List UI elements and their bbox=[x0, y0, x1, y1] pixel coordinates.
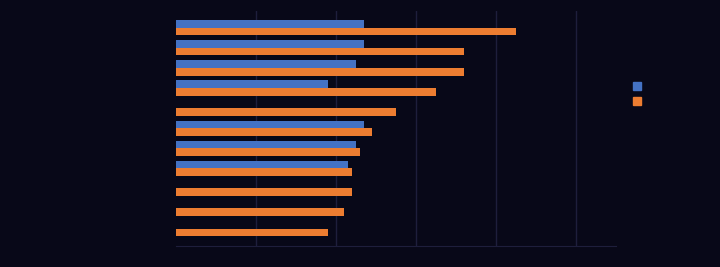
Bar bbox=[176, 60, 356, 68]
Bar bbox=[176, 209, 344, 216]
Bar bbox=[176, 141, 356, 148]
Bar bbox=[176, 88, 436, 96]
Bar bbox=[176, 48, 464, 56]
Bar bbox=[176, 108, 396, 116]
Bar bbox=[176, 229, 328, 236]
Bar bbox=[176, 40, 364, 48]
Bar bbox=[176, 28, 516, 36]
Bar bbox=[176, 120, 364, 128]
Bar bbox=[176, 80, 328, 88]
Legend: , : , bbox=[631, 80, 650, 108]
Bar bbox=[176, 161, 348, 168]
Bar bbox=[176, 128, 372, 136]
Bar bbox=[176, 68, 464, 76]
Bar bbox=[176, 189, 352, 196]
Bar bbox=[176, 168, 352, 176]
Bar bbox=[176, 148, 360, 156]
Bar bbox=[176, 20, 364, 28]
